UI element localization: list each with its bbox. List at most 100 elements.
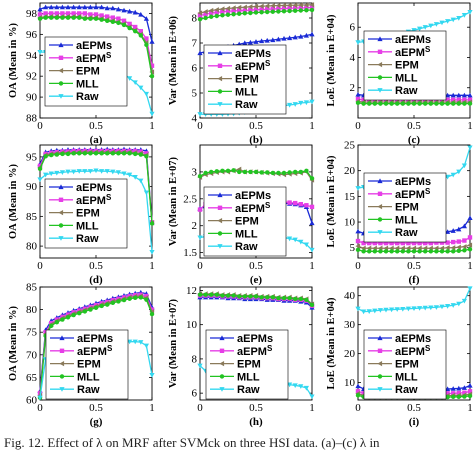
- data-point-0: [121, 7, 127, 13]
- data-point-1: [93, 12, 99, 17]
- data-point-1: [276, 6, 281, 11]
- data-point-2: [214, 7, 219, 13]
- chart-panel-d: 80 85 90 95 0 0.5 1 OA (Mean in %) (d) aEPMsaEPMS…: [8, 144, 155, 286]
- data-point-2: [203, 9, 208, 15]
- data-point-3: [93, 305, 99, 310]
- data-point-3: [88, 16, 93, 21]
- data-point-0: [275, 36, 281, 42]
- data-point-0: [127, 8, 133, 14]
- data-point-3: [88, 151, 93, 156]
- data-point-3: [439, 249, 445, 254]
- data-point-3: [389, 249, 394, 254]
- data-point-4: [417, 306, 423, 311]
- data-point-1: [242, 8, 247, 13]
- data-point-4: [121, 171, 127, 177]
- data-point-3: [82, 151, 88, 156]
- data-point-4: [417, 26, 423, 32]
- data-point-3: [214, 169, 219, 174]
- data-point-2: [231, 5, 236, 11]
- legend-marker: [377, 191, 383, 196]
- x-tick-label: 1: [309, 402, 315, 414]
- legend-label-sup: S: [107, 344, 113, 353]
- data-point-3: [99, 151, 104, 156]
- data-point-4: [355, 306, 361, 312]
- data-point-4: [355, 40, 361, 45]
- data-point-3: [456, 248, 461, 254]
- data-point-3: [411, 101, 417, 106]
- legend-marker: [377, 230, 383, 235]
- data-point-2: [259, 3, 264, 9]
- data-point-3: [276, 9, 281, 14]
- y-tick-label: 5: [350, 242, 356, 254]
- x-tick-label: 0: [37, 120, 43, 132]
- data-point-3: [259, 295, 264, 300]
- y-tick-label: 60: [26, 395, 38, 407]
- data-point-3: [203, 292, 208, 297]
- panel-label: (h): [249, 416, 263, 428]
- data-point-1: [99, 13, 104, 18]
- data-point-0: [247, 39, 253, 45]
- legend-label: aEPMS: [76, 193, 112, 207]
- data-point-1: [220, 9, 225, 14]
- data-point-4: [292, 383, 298, 389]
- data-point-4: [411, 28, 417, 33]
- data-point-4: [394, 307, 400, 312]
- data-point-1: [304, 5, 309, 10]
- legend-marker: [217, 102, 223, 107]
- data-point-4: [456, 301, 462, 307]
- data-point-3: [105, 151, 110, 156]
- data-point-3: [65, 315, 71, 320]
- data-point-1: [372, 240, 377, 246]
- data-point-3: [43, 15, 48, 20]
- legend-label: aEPMS: [395, 187, 431, 201]
- data-point-1: [138, 149, 143, 154]
- y-tick-label: 10: [186, 319, 198, 331]
- data-point-3: [434, 101, 439, 106]
- data-point-0: [48, 4, 54, 10]
- data-point-1: [197, 207, 203, 212]
- data-point-3: [127, 151, 132, 156]
- legend-marker: [59, 361, 65, 367]
- data-point-1: [237, 8, 242, 13]
- data-point-4: [461, 13, 467, 18]
- data-point-3: [445, 394, 450, 400]
- data-point-4: [99, 169, 105, 174]
- legend-label: aEPMs: [395, 333, 431, 345]
- data-point-3: [65, 15, 71, 20]
- data-point-2: [355, 243, 361, 249]
- legend-marker: [377, 361, 383, 367]
- x-tick-label: 0.5: [407, 120, 421, 132]
- x-tick-label: 1: [309, 120, 315, 132]
- data-point-1: [293, 5, 298, 11]
- legend-label: EPM: [395, 359, 419, 371]
- data-point-3: [237, 294, 242, 299]
- data-point-1: [49, 11, 54, 16]
- y-tick-label: 6: [192, 63, 198, 75]
- data-point-4: [400, 306, 406, 312]
- data-point-3: [60, 15, 65, 20]
- data-point-1: [423, 240, 428, 246]
- data-point-3: [237, 169, 242, 175]
- data-point-0: [110, 5, 116, 11]
- data-point-3: [93, 151, 99, 156]
- data-point-1: [43, 330, 48, 335]
- data-point-0: [456, 226, 462, 232]
- data-point-3: [220, 13, 225, 18]
- data-point-0: [450, 386, 456, 391]
- x-tick-label: 1: [149, 260, 155, 272]
- data-point-0: [292, 34, 298, 40]
- data-point-1: [445, 97, 450, 103]
- data-point-3: [428, 101, 433, 106]
- data-point-1: [361, 391, 366, 396]
- data-point-4: [54, 170, 60, 176]
- data-point-3: [378, 249, 383, 254]
- data-point-4: [149, 249, 155, 255]
- data-point-4: [65, 169, 71, 175]
- legend-label: MLL: [237, 371, 260, 383]
- data-point-1: [361, 240, 366, 246]
- y-tick-label: 4: [350, 52, 356, 64]
